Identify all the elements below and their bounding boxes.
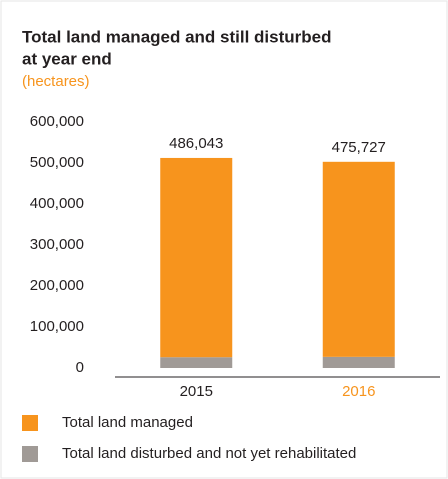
legend-swatch [22, 446, 38, 462]
y-tick-label: 0 [76, 359, 84, 376]
legend-label: Total land managed [62, 414, 193, 431]
chart-subtitle: (hectares) [22, 73, 90, 90]
bar-segment [160, 157, 233, 358]
y-tick-label: 300,000 [30, 236, 84, 253]
y-tick-label: 200,000 [30, 277, 84, 294]
chart-title: Total land managed and still disturbed [22, 27, 332, 46]
x-tick-label: 2015 [180, 383, 213, 400]
y-tick-label: 400,000 [30, 195, 84, 212]
y-tick-label: 100,000 [30, 318, 84, 335]
bar-segment [160, 357, 233, 368]
bar-segment [322, 356, 395, 368]
y-tick-label: 500,000 [30, 154, 84, 171]
data-label: 486,043 [169, 135, 223, 152]
data-label: 475,727 [332, 139, 386, 156]
legend-label: Total land disturbed and not yet rehabil… [62, 445, 356, 462]
legend-swatch [22, 415, 38, 431]
x-tick-label: 2016 [342, 383, 375, 400]
bar-segment [322, 161, 395, 357]
y-tick-label: 600,000 [30, 113, 84, 130]
chart-title: at year end [22, 49, 112, 68]
